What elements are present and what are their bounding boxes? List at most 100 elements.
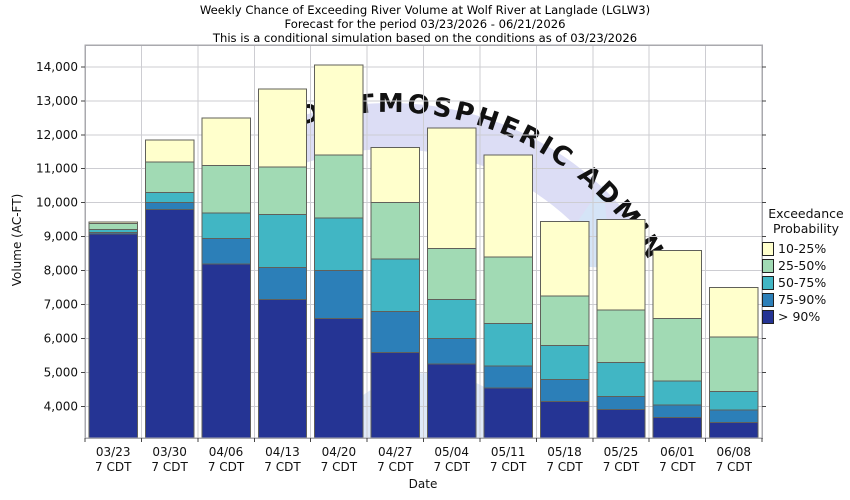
x-tick-label-time: 7 CDT xyxy=(716,460,753,474)
legend-items: 10-25% 25-50% 50-75% 75-90% > 90% xyxy=(762,240,850,325)
bar-segment xyxy=(201,164,251,214)
bar-04/20 xyxy=(314,64,364,439)
bar-segment xyxy=(370,311,421,353)
bar-segment xyxy=(427,248,477,301)
bar-05/11 xyxy=(483,154,533,439)
y-tick-label: 12,000 xyxy=(36,128,78,142)
x-tick-label-date: 04/27 xyxy=(378,445,413,459)
legend-label: 50-75% xyxy=(778,275,827,290)
bar-segment xyxy=(539,220,590,297)
legend-label: 25-50% xyxy=(778,258,827,273)
x-tick-label-date: 06/08 xyxy=(716,445,751,459)
bar-segment xyxy=(652,380,703,406)
bar-06/08 xyxy=(709,287,759,439)
bar-segment xyxy=(652,404,703,418)
bar-segment xyxy=(370,258,421,313)
x-tick-label-time: 7 CDT xyxy=(659,460,696,474)
bar-segment xyxy=(709,336,759,392)
bar-segment xyxy=(144,209,195,439)
x-tick-label-date: 04/20 xyxy=(322,445,357,459)
legend-item: > 90% xyxy=(762,308,850,325)
x-tick-label-time: 7 CDT xyxy=(490,460,527,474)
x-tick-label-date: 06/01 xyxy=(660,445,695,459)
bar-segment xyxy=(314,154,364,219)
axis-ticks xyxy=(81,66,766,442)
y-tick-labels: 4,000 5,000 6,000 7,000 8,000 9,000 10,000 11,0… xyxy=(36,60,78,414)
bar-segment xyxy=(257,299,308,439)
bar-05/25 xyxy=(596,219,646,439)
bar-segment xyxy=(88,221,138,224)
x-tick-label-time: 7 CDT xyxy=(434,460,471,474)
bar-segment xyxy=(314,217,364,272)
bar-segment xyxy=(596,219,646,311)
gridlines xyxy=(84,45,763,438)
bar-segment xyxy=(596,408,646,439)
chart-title: Weekly Chance of Exceeding River Volume … xyxy=(0,3,850,45)
legend-label: 10-25% xyxy=(778,241,827,256)
bars xyxy=(88,64,759,439)
bar-segment xyxy=(596,309,646,364)
bar-segment xyxy=(483,387,533,439)
bar-segment xyxy=(483,322,533,367)
x-tick-label-date: 04/13 xyxy=(265,445,300,459)
bar-segment xyxy=(88,222,138,230)
y-tick-label: 11,000 xyxy=(36,162,78,176)
bar-segment xyxy=(201,237,251,265)
bar-segment xyxy=(370,147,421,204)
bar-segment xyxy=(539,295,590,347)
bar-segment xyxy=(144,139,195,163)
bar-segment xyxy=(539,401,590,439)
x-tick-label-date: 03/23 xyxy=(96,445,131,459)
legend-title-line2: Probability xyxy=(772,221,840,236)
x-tick-label-date: 05/11 xyxy=(491,445,526,459)
bar-segment xyxy=(144,161,195,194)
y-tick-label: 10,000 xyxy=(36,196,78,210)
x-tick-label-date: 05/04 xyxy=(434,445,469,459)
bar-segment xyxy=(427,363,477,439)
bar-segment xyxy=(652,249,703,319)
bar-04/13 xyxy=(257,88,308,439)
bar-segment xyxy=(314,270,364,319)
legend-swatch xyxy=(762,309,774,324)
bar-segment xyxy=(201,212,251,239)
bar-segment xyxy=(483,256,533,324)
bar-segment xyxy=(483,154,533,258)
bar-segment xyxy=(709,409,759,424)
bar-segment xyxy=(652,416,703,439)
x-tick-label-time: 7 CDT xyxy=(321,460,358,474)
y-tick-label: 6,000 xyxy=(44,332,78,346)
x-tick-label-time: 7 CDT xyxy=(377,460,414,474)
x-tick-label-date: 04/06 xyxy=(209,445,244,459)
bar-segment xyxy=(88,233,138,439)
bar-segment xyxy=(144,192,195,204)
legend-swatch xyxy=(762,275,774,290)
y-tick-label: 13,000 xyxy=(36,94,78,108)
bar-segment xyxy=(709,287,759,338)
x-axis-title: Date xyxy=(408,477,438,491)
bar-04/06 xyxy=(201,117,251,439)
x-tick-label-date: 03/30 xyxy=(152,445,187,459)
bar-segment xyxy=(370,202,421,260)
bar-segment xyxy=(427,299,477,340)
y-axis-title: Volume (AC-FT) xyxy=(10,193,24,287)
bar-segment xyxy=(201,117,251,166)
bar-04/27 xyxy=(370,147,421,439)
x-tick-label-time: 7 CDT xyxy=(208,460,245,474)
bar-segment xyxy=(427,127,477,250)
bar-segment xyxy=(257,266,308,301)
legend-swatch xyxy=(762,258,774,273)
legend-item: 10-25% xyxy=(762,240,850,257)
bar-03/23 xyxy=(88,221,138,439)
legend-label: 75-90% xyxy=(778,292,827,307)
bar-segment xyxy=(709,390,759,411)
y-tick-label: 7,000 xyxy=(44,298,78,312)
bar-segment xyxy=(314,64,364,156)
bar-segment xyxy=(709,422,759,439)
chart-title-line1: Weekly Chance of Exceeding River Volume … xyxy=(199,3,651,17)
bar-segment xyxy=(257,214,308,268)
bar-segment xyxy=(652,317,703,382)
legend-item: 50-75% xyxy=(762,274,850,291)
